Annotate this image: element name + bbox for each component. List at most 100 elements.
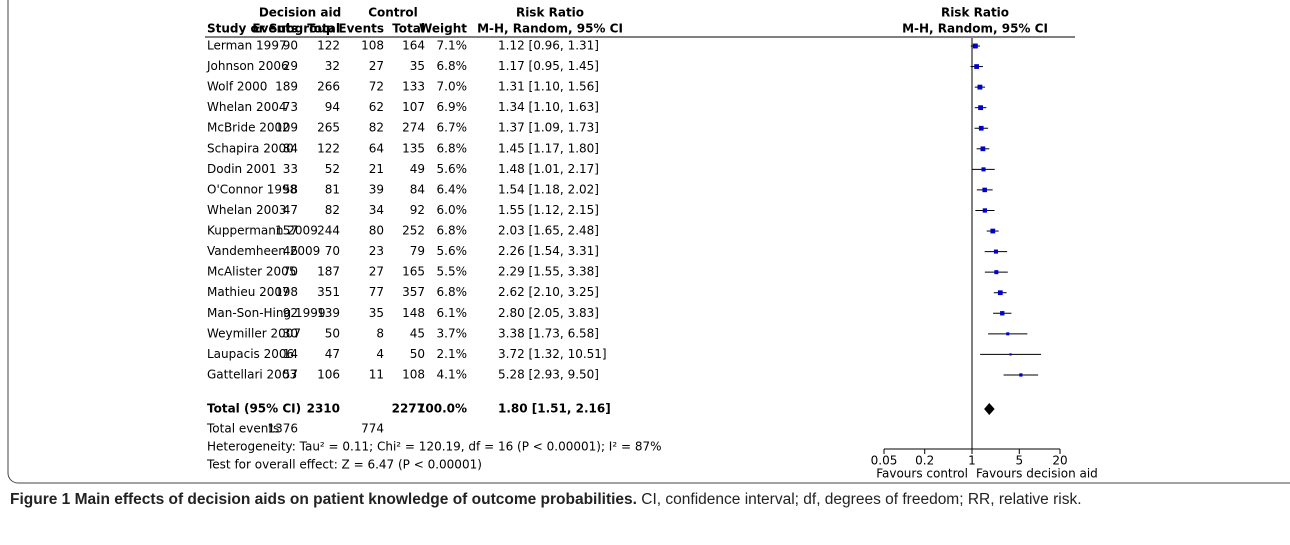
total-aid: 52 [325,162,340,176]
weight: 6.8% [437,224,468,238]
events-aid: 198 [275,285,298,299]
effect-box [980,146,986,152]
study-name: Laupacis 2006 [207,347,294,361]
total-control: 165 [402,265,425,279]
events-control: 72 [369,80,384,94]
header: Risk Ratio [941,6,1009,20]
header: Total [392,22,425,36]
caption-title: Main effects of decision aids on patient… [74,491,637,508]
events-aid: 70 [283,265,298,279]
events-control: 23 [369,244,384,258]
total-diamond [984,403,995,415]
total-events-control: 774 [361,422,384,436]
effect-box [1019,373,1023,377]
total-weight: 100.0% [417,402,467,416]
total-aid: 50 [325,326,340,340]
events-control: 82 [369,121,384,135]
total-aid: 187 [317,265,340,279]
total-control: 107 [402,100,425,114]
header: Decision aid [259,6,341,20]
events-aid: 30 [283,326,298,340]
weight: 6.8% [437,285,468,299]
events-aid: 29 [283,59,298,73]
events-control: 64 [369,141,384,155]
total-control: 148 [402,306,425,320]
weight: 6.1% [437,306,468,320]
risk-ratio: 1.48 [1.01, 2.17] [498,162,599,176]
total-aid: 351 [317,285,340,299]
effect-box [990,228,996,234]
total-control: 135 [402,141,425,155]
events-control: 62 [369,100,384,114]
events-aid: 189 [275,80,298,94]
total-aid: 32 [325,59,340,73]
events-control: 77 [369,285,384,299]
events-aid: 84 [283,141,298,155]
total-risk-ratio: 1.80 [1.51, 2.16] [498,402,611,416]
events-aid: 90 [283,39,298,53]
study-name: Vandemheen 2009 [207,244,320,258]
weight: 6.7% [437,121,468,135]
events-aid: 46 [283,244,298,258]
effect-box [978,125,984,131]
risk-ratio: 2.26 [1.54, 3.31] [498,244,599,258]
events-control: 35 [369,306,384,320]
total-control: 84 [410,182,425,196]
total-aid: 70 [325,244,340,258]
total-events-aid: 1376 [267,422,298,436]
risk-ratio: 2.62 [2.10, 3.25] [498,285,599,299]
effect-box [994,270,999,275]
events-control: 21 [369,162,384,176]
total-control: 164 [402,39,425,53]
total-control: 49 [410,162,425,176]
total-aid: 47 [325,347,340,361]
total-events-label: Total events [206,422,279,436]
effect-box [977,84,983,90]
effect-box [982,208,988,213]
events-aid: 57 [283,367,298,381]
total-control: 357 [402,285,425,299]
study-name: O'Connor 1998 [207,182,297,196]
total-control: 252 [402,224,425,238]
header: Study or Subgroup [207,22,335,36]
weight: 5.6% [437,162,468,176]
study-name: Johnson 2006 [206,59,289,73]
study-name: Whelan 2003 [207,203,287,217]
effect-box [997,290,1003,296]
total-control: 2277 [392,402,425,416]
study-name: Mathieu 2007 [207,285,290,299]
events-control: 27 [369,59,384,73]
total-aid: 122 [317,39,340,53]
total-aid: 2310 [307,402,340,416]
weight: 5.6% [437,244,468,258]
caption-text: CI, confidence interval; df, degrees of … [641,491,1082,508]
total-aid: 82 [325,203,340,217]
header: Risk Ratio [516,6,584,20]
risk-ratio: 1.12 [0.96, 1.31] [498,39,599,53]
total-control: 35 [410,59,425,73]
events-control: 4 [376,347,384,361]
weight: 5.5% [437,265,468,279]
total-control: 108 [402,367,425,381]
effect-box [978,105,983,111]
weight: 6.8% [437,141,468,155]
total-aid: 139 [317,306,340,320]
study-name: Wolf 2000 [207,80,267,94]
x-tick-label: 20 [1052,454,1067,468]
events-control: 34 [369,203,384,217]
risk-ratio: 3.72 [1.32, 10.51] [498,347,607,361]
weight: 6.4% [437,182,468,196]
header: M-H, Random, 95% CI [902,22,1048,36]
events-control: 108 [361,39,384,53]
weight: 6.8% [437,59,468,73]
study-name: Kuppermann 2009 [207,224,318,238]
effect-box [982,187,987,193]
risk-ratio: 2.03 [1.65, 2.48] [498,224,599,238]
x-tick-label: 1 [968,454,976,468]
total-aid: 106 [317,367,340,381]
total-aid: 244 [317,224,340,238]
risk-ratio: 5.28 [2.93, 9.50] [498,367,599,381]
header: Events [338,22,384,36]
risk-ratio: 2.80 [2.05, 3.83] [498,306,599,320]
x-label-right: Favours decision aid [976,467,1098,481]
